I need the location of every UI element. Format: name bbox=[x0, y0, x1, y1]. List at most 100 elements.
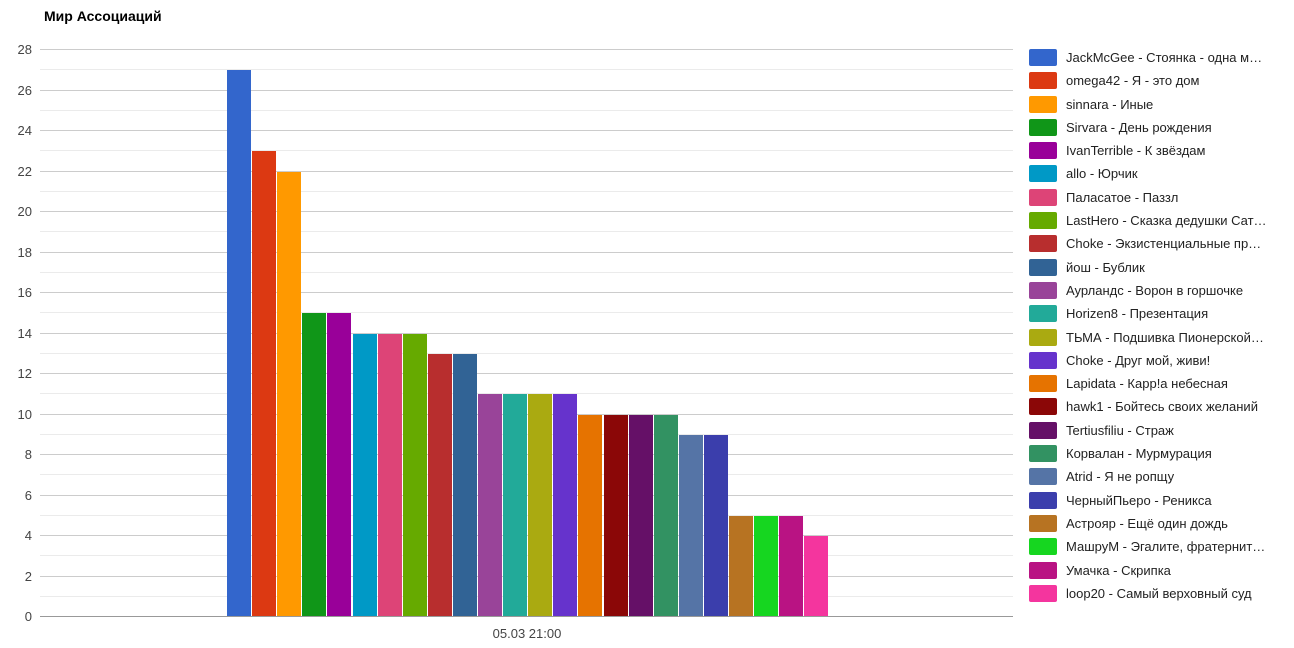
major-gridline bbox=[40, 211, 1013, 212]
major-gridline bbox=[40, 292, 1013, 293]
legend-item: hawk1 - Бойтесь своих желаний bbox=[1029, 398, 1291, 416]
legend-label: МашруМ - Эгалите, фратернит… bbox=[1066, 539, 1266, 555]
bar[interactable] bbox=[478, 394, 502, 617]
legend-label: LastHero - Сказка дедушки Сат… bbox=[1066, 213, 1267, 229]
legend-label: Tertiusfiliu - Страж bbox=[1066, 422, 1174, 438]
x-axis-category-label: 05.03 21:00 bbox=[492, 626, 562, 641]
legend-swatch bbox=[1029, 258, 1057, 276]
y-axis-tick-label: 8 bbox=[24, 447, 32, 462]
legend-item: allo - Юрчик bbox=[1029, 165, 1291, 183]
legend-swatch bbox=[1029, 305, 1057, 323]
legend-label: Аурландс - Ворон в горшочке bbox=[1066, 282, 1244, 298]
legend-label: Астрояр - Ещё один дождь bbox=[1066, 515, 1228, 531]
bar[interactable] bbox=[252, 151, 276, 617]
y-axis-tick-label: 26 bbox=[17, 82, 32, 98]
bar[interactable] bbox=[578, 414, 602, 617]
legend-item: Horizen8 - Презентация bbox=[1029, 305, 1291, 323]
minor-gridline bbox=[40, 231, 1013, 233]
bar[interactable] bbox=[453, 353, 477, 617]
legend-swatch bbox=[1029, 375, 1057, 393]
legend-item: Lapidata - Карр!а небесная bbox=[1029, 375, 1291, 393]
legend-item: Sirvara - День рождения bbox=[1029, 118, 1291, 136]
minor-gridline bbox=[40, 109, 1013, 111]
bar[interactable] bbox=[428, 353, 452, 617]
legend-label: ЧерныйПьеро - Реникса bbox=[1066, 492, 1212, 508]
bar[interactable] bbox=[654, 414, 678, 617]
legend-swatch bbox=[1029, 235, 1057, 253]
legend-item: sinnara - Иные bbox=[1029, 95, 1291, 113]
major-gridline bbox=[40, 170, 1013, 172]
bar[interactable] bbox=[679, 434, 703, 617]
bar[interactable] bbox=[804, 536, 828, 617]
legend-swatch bbox=[1029, 328, 1057, 346]
legend-swatch bbox=[1029, 72, 1057, 90]
legend-item: Астрояр - Ещё один дождь bbox=[1029, 514, 1291, 532]
y-axis-tick-label: 24 bbox=[17, 123, 32, 138]
legend-swatch bbox=[1029, 584, 1057, 602]
minor-gridline bbox=[40, 352, 1013, 354]
bar[interactable] bbox=[378, 333, 402, 617]
legend-swatch bbox=[1029, 165, 1057, 183]
bar[interactable] bbox=[729, 515, 753, 617]
bar[interactable] bbox=[553, 394, 577, 617]
legend-swatch bbox=[1029, 351, 1057, 369]
bar[interactable] bbox=[353, 333, 377, 617]
legend-label: Умачка - Скрипка bbox=[1066, 562, 1171, 578]
bar[interactable] bbox=[277, 171, 301, 617]
legend-item: Choke - Экзистенциальные пр… bbox=[1029, 235, 1291, 253]
legend-label: йош - Бублик bbox=[1066, 259, 1145, 275]
legend-swatch bbox=[1029, 142, 1057, 160]
legend-swatch bbox=[1029, 445, 1057, 463]
major-gridline bbox=[40, 373, 1013, 374]
legend-label: Atrid - Я не ропщу bbox=[1066, 469, 1175, 485]
legend-swatch bbox=[1029, 118, 1057, 136]
bar[interactable] bbox=[403, 333, 427, 617]
y-axis-tick-label: 4 bbox=[24, 528, 32, 543]
legend-label: omega42 - Я - это дом bbox=[1066, 73, 1200, 89]
bar[interactable] bbox=[227, 70, 251, 617]
legend-item: Choke - Друг мой, живи! bbox=[1029, 351, 1291, 369]
y-axis-tick-label: 14 bbox=[17, 325, 32, 341]
legend-item: JackMcGee - Стоянка - одна м… bbox=[1029, 49, 1291, 66]
legend-swatch bbox=[1029, 212, 1057, 230]
bar[interactable] bbox=[302, 313, 326, 617]
legend-label: sinnara - Иные bbox=[1066, 96, 1154, 112]
major-gridline bbox=[40, 49, 1013, 50]
x-axis-baseline bbox=[40, 616, 1013, 617]
legend-swatch bbox=[1029, 491, 1057, 509]
legend-label: Паласатое - Паззл bbox=[1066, 189, 1179, 205]
bar[interactable] bbox=[779, 515, 803, 617]
bar[interactable] bbox=[704, 434, 728, 617]
legend-item: LastHero - Сказка дедушки Сат… bbox=[1029, 212, 1291, 230]
y-axis-tick-label: 10 bbox=[17, 406, 32, 422]
bar[interactable] bbox=[327, 313, 351, 617]
chart-title: Мир Ассоциаций bbox=[44, 8, 162, 24]
bar[interactable] bbox=[629, 414, 653, 617]
legend-item: loop20 - Самый верховный суд bbox=[1029, 584, 1291, 602]
legend-swatch bbox=[1029, 514, 1057, 532]
legend: JackMcGee - Стоянка - одна м… omega42 - Я… bbox=[1029, 49, 1291, 608]
y-axis-tick-label: 28 bbox=[17, 42, 32, 57]
legend-swatch bbox=[1029, 281, 1057, 299]
legend-label: Choke - Друг мой, живи! bbox=[1066, 352, 1211, 368]
legend-item: omega42 - Я - это дом bbox=[1029, 72, 1291, 90]
bar[interactable] bbox=[528, 394, 552, 617]
minor-gridline bbox=[40, 150, 1013, 152]
legend-swatch bbox=[1029, 49, 1057, 66]
legend-swatch bbox=[1029, 561, 1057, 579]
major-gridline bbox=[40, 251, 1013, 253]
legend-item: Аурландс - Ворон в горшочке bbox=[1029, 281, 1291, 299]
legend-label: JackMcGee - Стоянка - одна м… bbox=[1066, 50, 1263, 65]
legend-item: Паласатое - Паззл bbox=[1029, 188, 1291, 206]
y-axis-tick-label: 18 bbox=[17, 244, 32, 260]
bar[interactable] bbox=[604, 414, 628, 617]
legend-item: Tertiusfiliu - Страж bbox=[1029, 421, 1291, 439]
legend-label: allo - Юрчик bbox=[1066, 166, 1138, 182]
legend-label: hawk1 - Бойтесь своих желаний bbox=[1066, 399, 1258, 415]
bar[interactable] bbox=[754, 515, 778, 617]
bar[interactable] bbox=[503, 394, 527, 617]
y-axis-tick-label: 12 bbox=[17, 366, 32, 381]
y-axis-tick-label: 16 bbox=[17, 285, 32, 300]
plot-area bbox=[40, 49, 1013, 617]
legend-label: Horizen8 - Презентация bbox=[1066, 306, 1209, 322]
